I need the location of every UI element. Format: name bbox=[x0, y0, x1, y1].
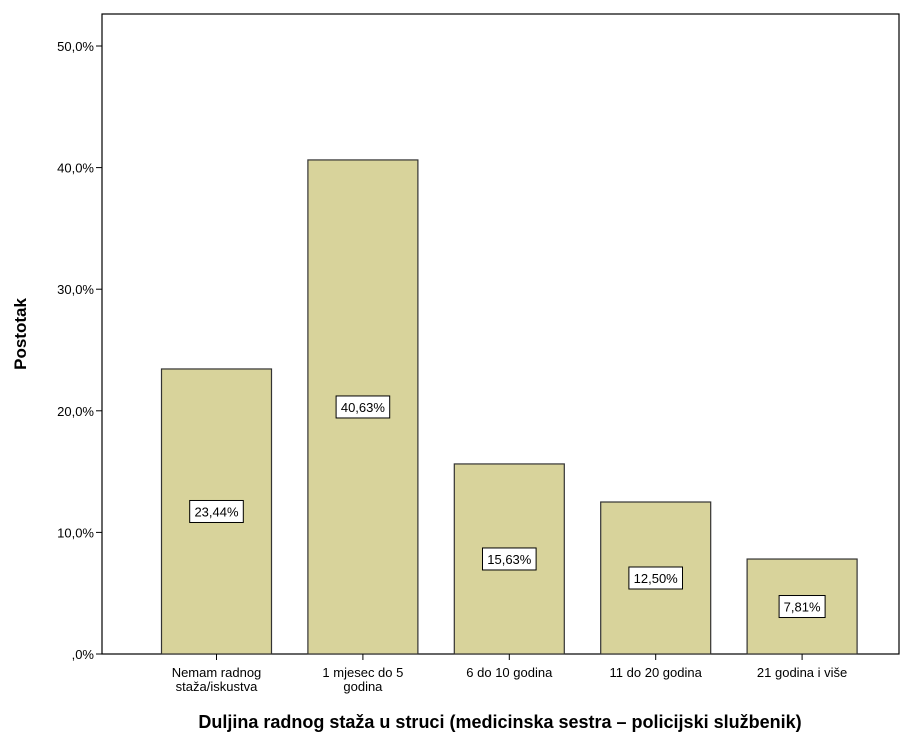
x-tick-label: 6 do 10 godina bbox=[466, 665, 553, 680]
data-label-box bbox=[482, 547, 537, 571]
x-tick-label: 21 godina i više bbox=[757, 665, 847, 680]
x-axis-title: Duljina radnog staža u struci (medicinsk… bbox=[198, 712, 801, 732]
bars: 23,44% 40,63% 15,63% 12,50% 7,81% bbox=[160, 159, 858, 655]
data-label: 40,63% bbox=[341, 400, 386, 415]
y-axis: ,0% 10,0% 20,0% 30,0% 40,0% 50,0% bbox=[57, 39, 102, 662]
y-tick-label: ,0% bbox=[72, 647, 95, 662]
y-tick-label: 20,0% bbox=[57, 404, 94, 419]
data-label-box bbox=[189, 499, 244, 523]
x-tick-label: Nemam radnog staža/iskustva bbox=[172, 665, 262, 694]
y-axis-title: Postotak bbox=[11, 298, 30, 370]
x-tick-label: 11 do 20 godina bbox=[610, 665, 703, 680]
data-label-box bbox=[628, 566, 684, 590]
data-label: 15,63% bbox=[487, 552, 532, 567]
y-tick-label: 10,0% bbox=[57, 525, 94, 540]
data-label: 12,50% bbox=[634, 571, 679, 586]
y-tick-label: 30,0% bbox=[57, 282, 94, 297]
data-label: 7,81% bbox=[784, 600, 821, 615]
y-tick-label: 40,0% bbox=[57, 161, 94, 176]
data-label-box bbox=[335, 395, 391, 419]
data-label-box bbox=[778, 595, 826, 619]
data-label: 23,44% bbox=[194, 504, 239, 519]
y-tick-label: 50,0% bbox=[57, 39, 94, 54]
x-tick-label: 1 mjesec do 5 godina bbox=[322, 665, 403, 694]
